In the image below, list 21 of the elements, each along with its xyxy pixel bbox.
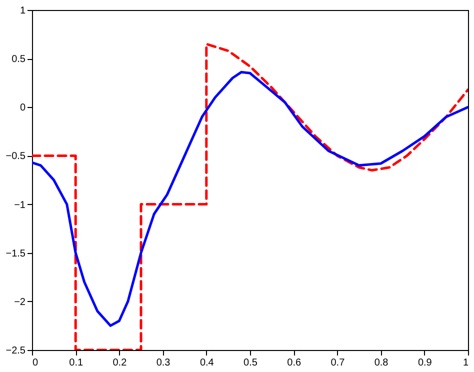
x-tick-label: 0.4 xyxy=(200,358,214,368)
x-tick-label: 0.6 xyxy=(287,358,302,368)
y-tick-label: −1.5 xyxy=(6,248,26,260)
line-series xyxy=(32,70,468,327)
x-tick-label: 0.8 xyxy=(374,358,389,368)
y-tick-label: 1 xyxy=(20,6,26,16)
x-tick-label: 0.7 xyxy=(330,358,346,368)
x-tick-label: 0 xyxy=(32,358,38,368)
x-tick-label: 0.9 xyxy=(418,358,432,368)
y-tick-label: −2.5 xyxy=(6,346,26,356)
x-tick-label: 0.1 xyxy=(69,358,84,368)
y-tick-label: −1 xyxy=(14,200,26,211)
y-tick-label: −2 xyxy=(14,296,26,308)
y-tick-label: 0.5 xyxy=(12,54,26,66)
x-tick-label: 0.2 xyxy=(112,358,128,368)
x-tick-label: 0.3 xyxy=(156,358,171,368)
x-tick-label: 0.5 xyxy=(244,358,258,368)
y-tick-label: 0 xyxy=(20,102,26,114)
y-tick-label: −0.5 xyxy=(6,151,26,162)
x-tick-label: 1 xyxy=(462,358,469,368)
line-series xyxy=(32,42,468,350)
